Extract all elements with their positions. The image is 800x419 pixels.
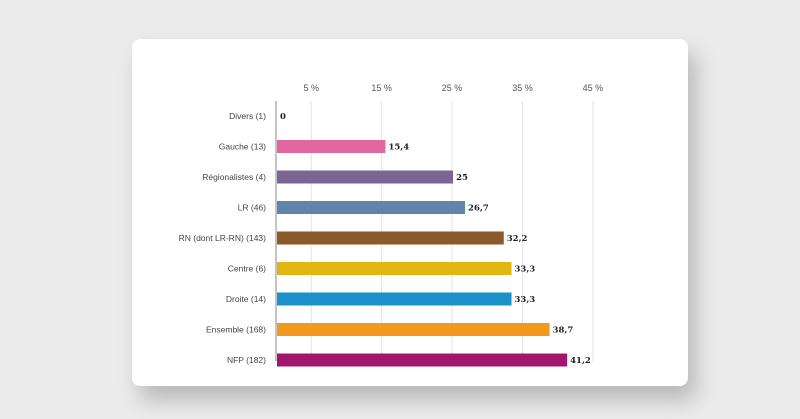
- category-label: RN (dont LR-RN) (143): [179, 233, 267, 243]
- category-label: Divers (1): [229, 111, 266, 121]
- data-label: 26,7: [468, 204, 489, 214]
- bar: [277, 201, 466, 214]
- chart-card: 5 % 15 % 25 % 35 % 45 % Divers (1) 0 Gauche (13…: [132, 39, 688, 386]
- data-label: 15,4: [388, 143, 409, 153]
- x-tick-label: 15 %: [371, 83, 392, 93]
- bar: [277, 292, 512, 306]
- category-label: NFP (182): [227, 355, 266, 365]
- x-tick-label: 5 %: [303, 83, 319, 93]
- category-label: Centre (6): [228, 264, 266, 274]
- category-label: Gauche (13): [219, 142, 266, 152]
- data-label: 33,3: [515, 265, 536, 275]
- data-label: 33,3: [515, 295, 536, 305]
- bar: [277, 323, 550, 336]
- x-tick-label: 35 %: [512, 83, 533, 93]
- data-label: 41,2: [570, 356, 591, 366]
- bar-chart: 5 % 15 % 25 % 35 % 45 % Divers (1) 0 Gauche (13…: [179, 83, 604, 367]
- bar: [277, 353, 568, 367]
- x-tick-label: 25 %: [442, 83, 463, 93]
- data-label: 38,7: [553, 326, 574, 336]
- bar: [277, 262, 512, 275]
- data-label: 0: [280, 112, 286, 122]
- data-label: 25: [456, 173, 468, 183]
- category-label: Droite (14): [226, 294, 266, 304]
- data-label: 32,2: [507, 234, 528, 244]
- bar: [277, 140, 386, 153]
- bar: [277, 170, 454, 184]
- category-label: Ensemble (168): [206, 325, 266, 335]
- x-tick-label: 45 %: [583, 83, 604, 93]
- category-label: Régionalistes (4): [202, 172, 266, 182]
- bar: [277, 231, 504, 245]
- category-label: LR (46): [238, 203, 267, 213]
